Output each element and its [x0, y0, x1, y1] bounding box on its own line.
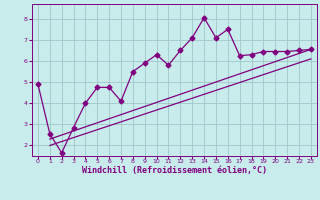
X-axis label: Windchill (Refroidissement éolien,°C): Windchill (Refroidissement éolien,°C) [82, 166, 267, 175]
